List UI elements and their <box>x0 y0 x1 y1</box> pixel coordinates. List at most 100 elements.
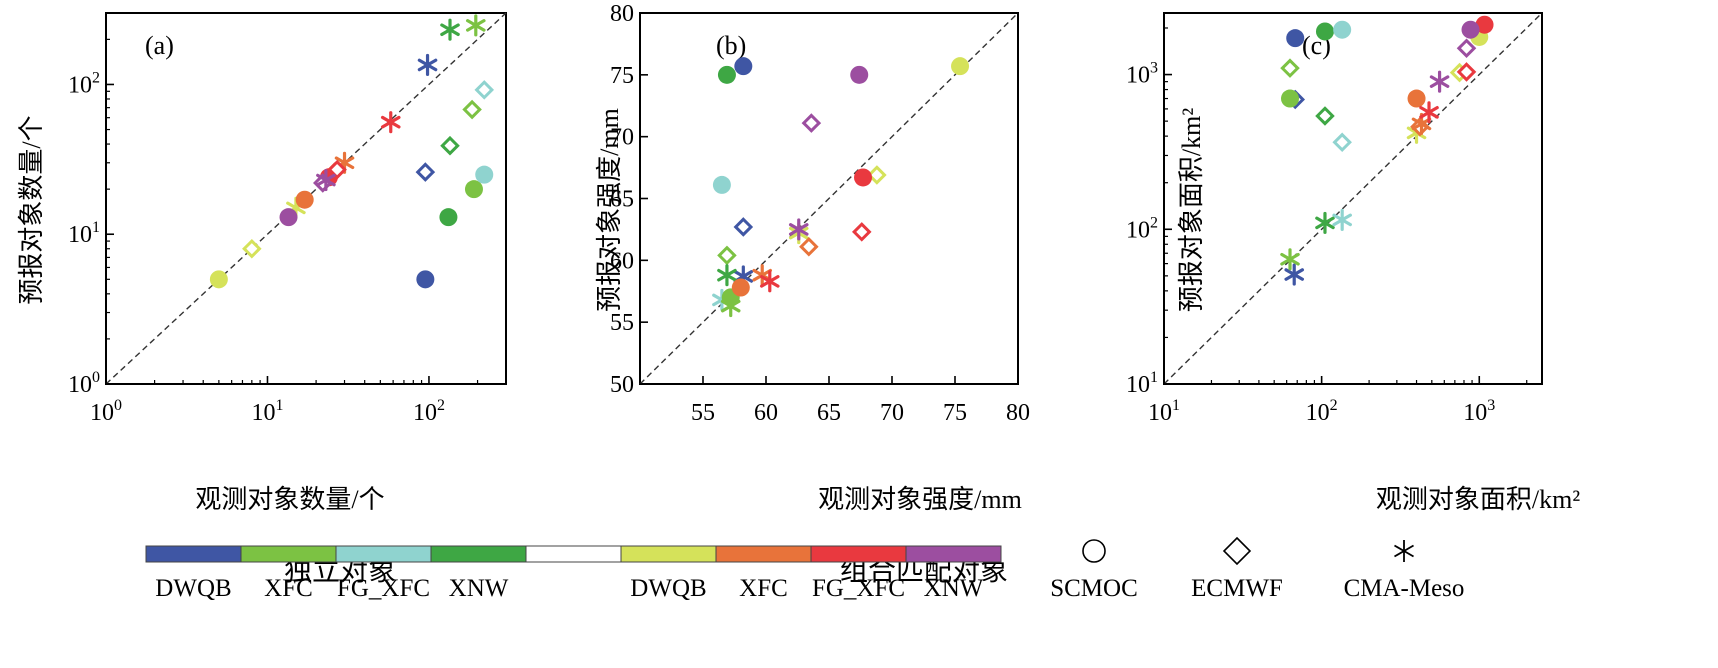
panel-c-data-point <box>1429 70 1450 93</box>
panel-a-y-tick-label: 102 <box>68 69 100 98</box>
panel-c-y-tick-label: 103 <box>1126 60 1158 89</box>
legend-color-label: FG_XFC <box>812 575 905 602</box>
legend-color-labels: DWQB XFC FG_XFC XNW DWQB XFC FG_XFC XNW <box>155 575 983 602</box>
legend-marker-label: ECMWF <box>1191 575 1283 602</box>
panel-a-data-point <box>464 180 483 199</box>
panel-b-x-tick-label: 60 <box>754 400 778 426</box>
panel-b-one-to-one-line <box>639 12 1019 385</box>
panel-b-data-point <box>801 113 822 133</box>
legend-marker-label: CMA-Meso <box>1344 575 1465 602</box>
panel-b-y-tick-label: 75 <box>610 63 634 89</box>
panel-a-data-point <box>475 165 494 184</box>
panel-b-data-point <box>734 57 753 76</box>
panel-a-data-point <box>416 270 435 289</box>
panel-b-data-point <box>717 245 737 266</box>
panel-c-one-to-one-line <box>1163 12 1543 385</box>
panel-c-data-point <box>1315 22 1334 41</box>
panel-c-data-point <box>1332 208 1352 231</box>
panel-c-plot-frame <box>1163 12 1543 385</box>
panel-c-data-point <box>1280 58 1300 78</box>
legend-color-bar <box>145 545 1002 563</box>
panel-a-data-point <box>327 159 347 180</box>
panel-b-y-tick-label: 80 <box>610 1 634 27</box>
panel-a-y-axis-label: 预报对象数量/个 <box>17 115 46 304</box>
legend-color-swatch <box>525 545 622 563</box>
panel-b-data-point <box>717 65 736 84</box>
panel-b-y-axis-label: 预报对象强度/mm <box>595 108 624 312</box>
panel-b-data-point <box>788 218 809 241</box>
panel-c-y-axis-label: 预报对象面积/km² <box>1177 108 1206 312</box>
legend-marker-label: SCMOC <box>1050 575 1138 602</box>
panel-b-data-point <box>717 264 737 287</box>
panel-c-data-point <box>1286 29 1305 48</box>
legend-color-swatch <box>335 545 432 563</box>
panel-a-chart: (a) 观测对象数量/个 预报对象数量/个 100 101 102 100 101 102 <box>17 12 507 514</box>
panel-b-y-tick-label: 70 <box>610 125 634 151</box>
panel-c-data-point <box>1456 62 1477 82</box>
panel-c-data-point <box>1475 15 1494 34</box>
panel-c-x-axis-label: 观测对象面积/km² <box>1376 485 1580 514</box>
panel-b-x-tick-label: 80 <box>1006 400 1030 426</box>
panel-b-data-point <box>851 222 872 242</box>
panel-b-label: (b) <box>716 31 746 60</box>
legend-color-swatch <box>430 545 527 563</box>
panel-a-plot-frame <box>105 12 507 385</box>
panel-a-y-tick-label: 101 <box>68 219 100 248</box>
panel-a-data-point <box>279 208 298 227</box>
asterisk-marker-icon <box>1394 540 1414 562</box>
panel-b-y-tick-label: 60 <box>610 248 634 274</box>
legend: 独立对象 组合匹配对象 DWQB XFC FG_XFC XNW DWQB XFC FG_XF… <box>145 536 1465 602</box>
panel-b-data-point <box>854 168 873 187</box>
panel-b-y-tick-label: 55 <box>610 310 634 336</box>
panel-a-y-tick-label: 100 <box>68 369 100 398</box>
panel-a-x-axis-label: 观测对象数量/个 <box>195 485 384 514</box>
panel-a-data-point <box>316 169 336 192</box>
panel-c-points <box>1280 15 1494 286</box>
panel-c-data-point <box>1419 101 1439 124</box>
panel-a-data-point <box>439 208 458 227</box>
panel-b-data-point <box>712 175 731 194</box>
panel-c-y-tick-label: 102 <box>1126 214 1158 243</box>
panel-c-chart: (c) 观测对象面积/km² 预报对象面积/km² 101 102 10310110… <box>1126 12 1580 514</box>
panel-a-points <box>209 14 495 289</box>
legend-color-swatch <box>145 545 242 563</box>
panel-a-data-point <box>466 14 486 37</box>
panel-b-x-tick-label: 75 <box>943 400 967 426</box>
panel-a-x-tick-label: 100 <box>90 397 122 426</box>
panel-c-data-point <box>1315 106 1335 126</box>
legend-color-swatch <box>240 545 337 563</box>
panel-a-data-point <box>474 80 495 100</box>
diamond-marker-icon <box>1222 536 1252 566</box>
panel-b-x-tick-label: 55 <box>691 400 715 426</box>
legend-color-label: XNW <box>924 575 984 602</box>
panel-a-data-point <box>417 53 438 76</box>
panel-b-data-point <box>720 295 741 318</box>
legend-color-label: XFC <box>739 575 788 602</box>
panel-c-x-tick-label: 101 <box>1148 397 1180 426</box>
panel-a-data-point <box>415 162 436 182</box>
panel-c-data-point <box>1280 248 1300 271</box>
panel-c-data-point <box>1281 89 1300 108</box>
panel-a-data-point <box>462 99 482 120</box>
panel-b-x-axis-label: 观测对象强度/mm <box>818 485 1022 514</box>
panel-c-data-point <box>1284 263 1305 286</box>
panel-a-label: (a) <box>145 31 174 60</box>
legend-color-swatch <box>905 545 1002 563</box>
legend-color-label: XNW <box>449 575 509 602</box>
panel-b-data-point <box>850 65 869 84</box>
panel-b-chart: (b) 观测对象强度/mm 预报对象强度/mm 55 60 65 70 75 80 50 55… <box>595 1 1030 514</box>
panel-c-data-point <box>1407 89 1426 108</box>
circle-marker-icon <box>1082 539 1106 563</box>
panel-c-y-tick-label: 101 <box>1126 369 1158 398</box>
panel-b-y-tick-label: 65 <box>610 187 634 213</box>
legend-color-swatch <box>620 545 717 563</box>
panel-b-data-point <box>799 236 819 257</box>
panel-c-data-point <box>1456 38 1477 58</box>
legend-color-label: FG_XFC <box>337 575 430 602</box>
panel-c-data-point <box>1333 20 1352 39</box>
panel-c-data-point <box>1332 132 1352 153</box>
panel-b-data-point <box>733 217 754 237</box>
panel-b-data-point <box>951 57 970 76</box>
panel-c-data-point <box>1461 20 1480 39</box>
panel-b-points <box>712 57 970 318</box>
